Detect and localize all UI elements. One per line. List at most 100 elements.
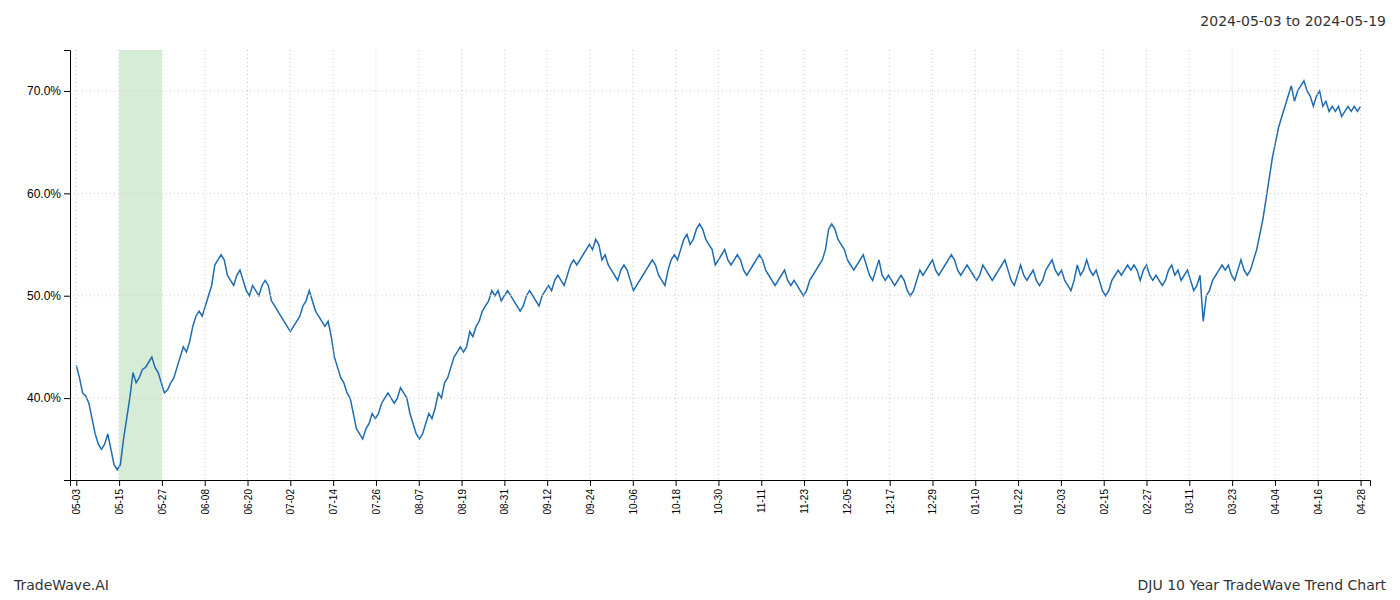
y-grid-line — [70, 193, 1370, 194]
x-tick: 08-31 — [499, 480, 510, 515]
series — [76, 81, 1360, 470]
x-tick-label: 09-12 — [542, 489, 553, 515]
x-tick-label: 07-14 — [328, 489, 339, 515]
x-tick: 03-11 — [1184, 480, 1195, 514]
x-tick: 04-28 — [1356, 480, 1367, 515]
x-grid-line — [761, 50, 762, 480]
x-tick-label: 01-22 — [1013, 489, 1024, 515]
data-line — [76, 81, 1360, 470]
x-tick-mark — [676, 480, 677, 486]
x-tick-mark — [1318, 480, 1319, 486]
x-tick-mark — [761, 480, 762, 486]
y-axis-line — [64, 51, 71, 481]
x-grid-line — [889, 50, 890, 480]
x-tick: 05-15 — [114, 480, 125, 515]
x-grid-line — [418, 50, 419, 480]
y-grid-line — [70, 90, 1370, 91]
x-tick: 12-05 — [842, 480, 853, 515]
x-grid-line — [547, 50, 548, 480]
x-tick: 06-20 — [243, 480, 254, 515]
title: 2024-05-03 to 2024-05-19 — [1200, 13, 1386, 29]
x-tick-mark — [162, 480, 163, 486]
x-tick-mark — [804, 480, 805, 486]
x-grid-line — [675, 50, 676, 480]
x-grid-line — [333, 50, 334, 480]
x-grid-line — [1317, 50, 1318, 480]
x-tick: 01-10 — [970, 480, 981, 515]
x-tick-mark — [847, 480, 848, 486]
x-tick-mark — [932, 480, 933, 486]
x-tick-mark — [376, 480, 377, 486]
x-tick-mark — [248, 480, 249, 486]
x-tick-mark — [290, 480, 291, 486]
x-tick: 11-11 — [756, 480, 767, 513]
x-grid-line — [846, 50, 847, 480]
x-tick: 08-07 — [414, 480, 425, 515]
x-tick-label: 07-26 — [371, 489, 382, 515]
x-tick: 06-08 — [200, 480, 211, 515]
y-tick: 70.0% — [27, 84, 70, 98]
x-axis: 05-0305-1505-2706-0806-2007-0207-1407-26… — [71, 480, 1371, 515]
x-tick-mark — [1189, 480, 1190, 486]
x-tick: 10-30 — [713, 480, 724, 515]
x-tick-label: 12-05 — [842, 489, 853, 515]
x-tick-label: 04-04 — [1270, 489, 1281, 515]
x-tick-label: 05-27 — [157, 489, 168, 515]
x-tick: 08-19 — [457, 480, 468, 515]
x-tick-label: 05-15 — [114, 489, 125, 515]
x-tick: 10-06 — [628, 480, 639, 515]
x-tick: 09-24 — [585, 480, 596, 515]
x-grid-line — [504, 50, 505, 480]
y-tick: 60.0% — [27, 187, 70, 201]
x-tick-label: 02-27 — [1142, 489, 1153, 515]
x-tick: 10-18 — [671, 480, 682, 515]
x-tick-label: 11-11 — [756, 489, 767, 514]
plot-area — [76, 50, 1360, 480]
x-tick: 07-02 — [285, 480, 296, 515]
x-grid-line — [290, 50, 291, 480]
x-grid-line — [1018, 50, 1019, 480]
x-grid-line — [632, 50, 633, 480]
x-tick-label: 06-08 — [200, 489, 211, 515]
x-tick-label: 02-03 — [1056, 489, 1067, 515]
x-tick-label: 02-15 — [1099, 489, 1110, 515]
x-tick-label: 12-29 — [927, 489, 938, 515]
x-grid-line — [1360, 50, 1361, 480]
x-tick-mark — [76, 480, 77, 486]
x-grid-line — [1103, 50, 1104, 480]
x-grid-line — [932, 50, 933, 480]
x-grid-line — [119, 50, 120, 480]
x-tick: 05-27 — [157, 480, 168, 515]
x-tick: 02-03 — [1056, 480, 1067, 515]
x-tick-label: 12-17 — [885, 489, 896, 515]
grid — [70, 50, 1370, 480]
x-tick-mark — [462, 480, 463, 486]
x-tick-mark — [504, 480, 505, 486]
x-grid-line — [975, 50, 976, 480]
y-tick: 40.0% — [27, 391, 70, 405]
x-grid-line — [247, 50, 248, 480]
x-grid-line — [204, 50, 205, 480]
x-tick-label: 07-02 — [285, 489, 296, 515]
x-tick: 12-29 — [927, 480, 938, 515]
x-tick: 09-12 — [542, 480, 553, 515]
x-tick-mark — [547, 480, 548, 486]
x-tick-mark — [890, 480, 891, 486]
x-tick-label: 09-24 — [585, 489, 596, 515]
x-grid-line — [1232, 50, 1233, 480]
x-tick-label: 04-16 — [1313, 489, 1324, 515]
x-tick-mark — [1104, 480, 1105, 486]
footer-right: DJU 10 Year TradeWave Trend Chart — [1138, 577, 1387, 593]
x-tick-label: 10-30 — [713, 489, 724, 515]
y-tick-label: 50.0% — [27, 289, 61, 303]
x-tick-label: 01-10 — [970, 489, 981, 515]
y-tick-mark — [64, 193, 70, 194]
x-grid-line — [718, 50, 719, 480]
x-tick-mark — [633, 480, 634, 486]
x-grid-line — [1274, 50, 1275, 480]
y-tick-mark — [64, 91, 70, 92]
x-tick-mark — [1275, 480, 1276, 486]
y-tick-label: 70.0% — [27, 84, 61, 98]
x-tick-label: 03-11 — [1184, 489, 1195, 514]
x-tick-label: 04-28 — [1356, 489, 1367, 515]
